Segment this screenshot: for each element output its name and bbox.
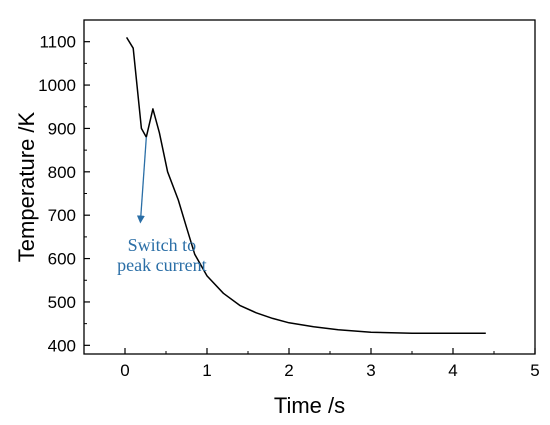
x-tick-label: 4 (448, 361, 457, 380)
x-tick-label: 1 (202, 361, 211, 380)
series-layer (125, 37, 486, 334)
y-tick-label: 400 (48, 336, 76, 355)
y-axis-ticks: 400 500 600 700 800 900 1000 1100 (38, 33, 90, 355)
annotation-arrow (136, 137, 147, 224)
y-tick-label: 1000 (38, 76, 76, 95)
y-axis-title: Temperature /K (14, 111, 39, 262)
x-tick-label: 0 (120, 361, 129, 380)
annotation-text: Switch to (128, 235, 197, 255)
y-tick-label: 500 (48, 293, 76, 312)
x-axis-ticks: 0 1 2 3 4 5 (83, 348, 540, 380)
x-axis-title: Time /s (274, 393, 345, 418)
y-tick-label: 800 (48, 163, 76, 182)
x-tick-label: 5 (530, 361, 539, 380)
y-tick-label: 700 (48, 206, 76, 225)
x-tick-label: 3 (366, 361, 375, 380)
plot-frame (83, 19, 536, 355)
temperature-line (125, 37, 486, 334)
y-tick-label: 1100 (39, 33, 76, 52)
y-tick-label: 900 (48, 119, 76, 138)
annotation-text: peak current (117, 255, 206, 275)
x-tick-label: 2 (284, 361, 293, 380)
y-tick-label: 600 (48, 250, 76, 269)
